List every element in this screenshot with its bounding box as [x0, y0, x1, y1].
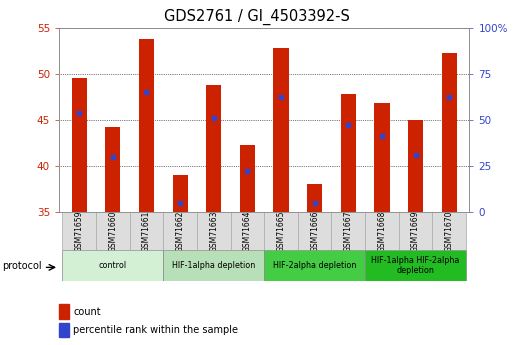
Bar — [365, 250, 466, 281]
Text: GSM71662: GSM71662 — [175, 210, 185, 252]
Bar — [408, 120, 423, 212]
Bar — [365, 212, 399, 250]
Bar — [72, 78, 87, 212]
Bar — [298, 212, 331, 250]
Bar — [59, 323, 69, 337]
Text: GSM71668: GSM71668 — [378, 210, 386, 252]
Bar — [264, 212, 298, 250]
Bar — [230, 212, 264, 250]
Text: GSM71665: GSM71665 — [277, 210, 286, 252]
Bar — [331, 212, 365, 250]
Bar — [307, 185, 322, 212]
Bar — [163, 212, 197, 250]
Text: GSM71661: GSM71661 — [142, 210, 151, 252]
Bar — [264, 250, 365, 281]
Bar — [432, 212, 466, 250]
Bar — [130, 212, 163, 250]
Text: GSM71660: GSM71660 — [108, 210, 117, 252]
Text: HIF-2alpha depletion: HIF-2alpha depletion — [273, 261, 357, 270]
Bar — [374, 103, 389, 212]
Text: GSM71659: GSM71659 — [75, 210, 84, 252]
Text: GSM71663: GSM71663 — [209, 210, 218, 252]
Bar — [240, 145, 255, 212]
Bar — [63, 250, 163, 281]
Text: percentile rank within the sample: percentile rank within the sample — [73, 325, 239, 335]
Bar — [206, 85, 221, 212]
Text: control: control — [99, 261, 127, 270]
Bar — [197, 212, 230, 250]
Bar — [96, 212, 130, 250]
Bar — [163, 250, 264, 281]
Text: protocol: protocol — [3, 262, 42, 271]
Bar — [341, 94, 356, 212]
Bar — [63, 212, 96, 250]
Bar — [172, 175, 188, 212]
Bar — [139, 39, 154, 212]
Text: HIF-1alpha HIF-2alpha
depletion: HIF-1alpha HIF-2alpha depletion — [371, 256, 460, 275]
Text: count: count — [73, 307, 101, 317]
Bar — [273, 48, 289, 212]
Text: GSM71669: GSM71669 — [411, 210, 420, 252]
Text: GSM71664: GSM71664 — [243, 210, 252, 252]
Text: GSM71666: GSM71666 — [310, 210, 319, 252]
Bar — [442, 53, 457, 212]
Bar — [59, 304, 69, 319]
Bar — [399, 212, 432, 250]
Text: GDS2761 / GI_4503392-S: GDS2761 / GI_4503392-S — [164, 9, 349, 25]
Text: HIF-1alpha depletion: HIF-1alpha depletion — [172, 261, 255, 270]
Bar — [105, 127, 121, 212]
Text: GSM71670: GSM71670 — [445, 210, 453, 252]
Text: GSM71667: GSM71667 — [344, 210, 353, 252]
